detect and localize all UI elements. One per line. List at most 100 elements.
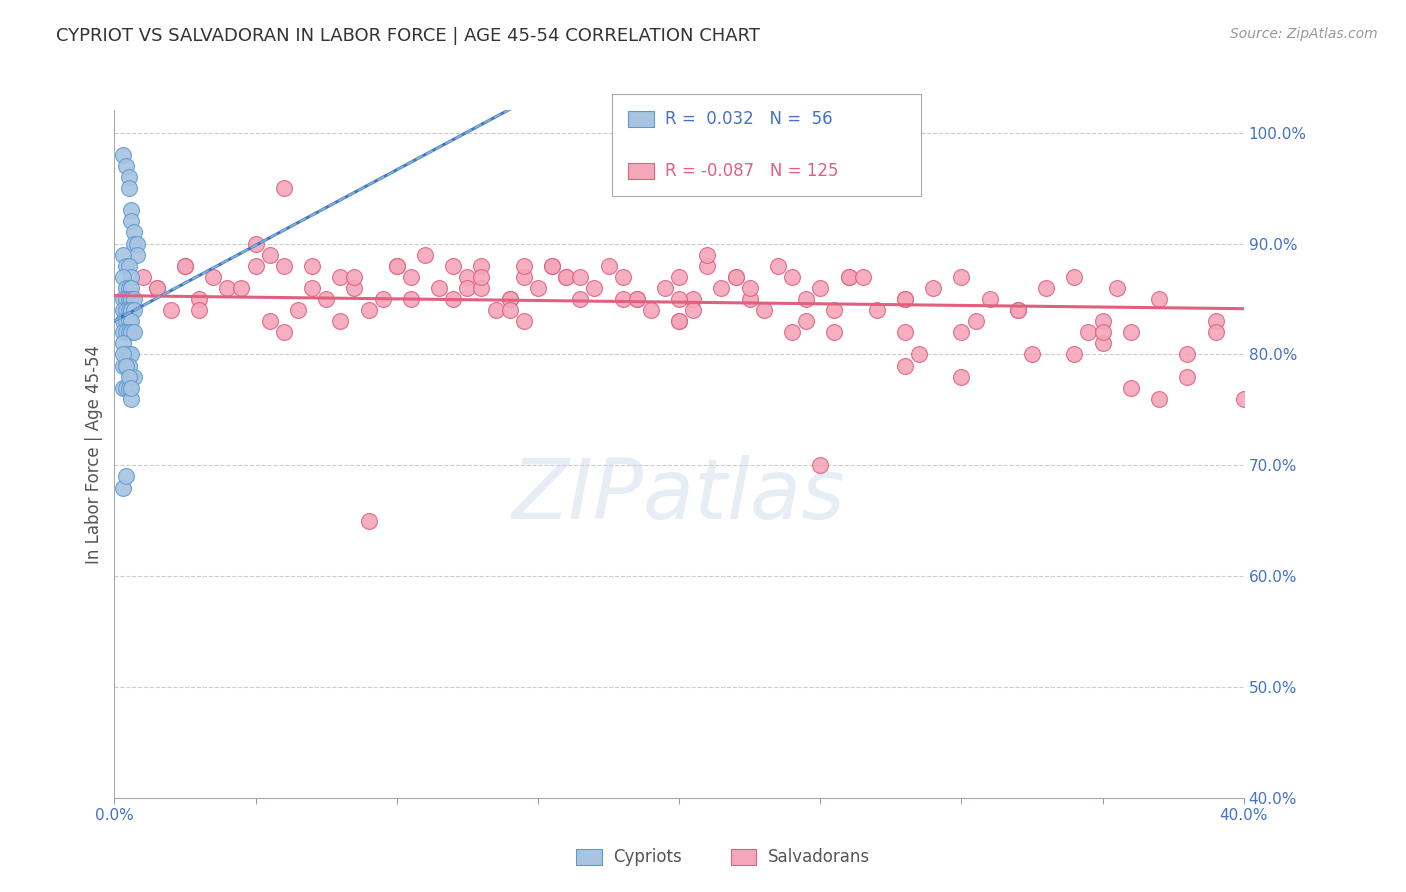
Point <box>1119 325 1142 339</box>
Point <box>231 281 253 295</box>
Point <box>343 269 366 284</box>
Point <box>315 292 337 306</box>
Point <box>120 369 142 384</box>
Point <box>125 247 148 261</box>
Point <box>125 236 148 251</box>
Point <box>117 325 139 339</box>
Point <box>114 259 136 273</box>
Point <box>413 247 436 261</box>
Point <box>470 259 492 273</box>
Point <box>120 347 142 361</box>
Point <box>120 314 142 328</box>
Point <box>427 281 450 295</box>
Point <box>1175 369 1198 384</box>
Point <box>668 314 690 328</box>
Point <box>668 269 690 284</box>
Point <box>1091 325 1114 339</box>
Point <box>357 303 380 318</box>
Point <box>1007 303 1029 318</box>
Point <box>273 181 295 195</box>
Point <box>120 214 142 228</box>
Point <box>245 259 267 273</box>
Point <box>329 314 352 328</box>
Point <box>696 247 718 261</box>
Point <box>202 269 225 284</box>
Y-axis label: In Labor Force | Age 45-54: In Labor Force | Age 45-54 <box>86 344 103 564</box>
Text: Source: ZipAtlas.com: Source: ZipAtlas.com <box>1230 27 1378 41</box>
Point <box>117 303 139 318</box>
Point <box>555 269 578 284</box>
Point <box>1205 325 1227 339</box>
Point <box>111 148 134 162</box>
Point <box>117 369 139 384</box>
Point <box>612 292 634 306</box>
Point <box>513 259 536 273</box>
Point <box>117 181 139 195</box>
Point <box>301 281 323 295</box>
Point <box>111 359 134 373</box>
Point <box>111 481 134 495</box>
Point <box>724 269 747 284</box>
Point <box>654 281 676 295</box>
Point <box>1007 303 1029 318</box>
Point <box>329 269 352 284</box>
Point <box>120 292 142 306</box>
Point <box>441 292 464 306</box>
Point <box>1091 336 1114 351</box>
Point <box>682 303 704 318</box>
Point <box>117 381 139 395</box>
Point <box>852 269 875 284</box>
Point <box>174 259 197 273</box>
Point <box>794 314 817 328</box>
Point <box>122 303 145 318</box>
Point <box>922 281 945 295</box>
Point <box>114 159 136 173</box>
Point <box>1233 392 1256 406</box>
Point <box>710 281 733 295</box>
Point <box>117 292 139 306</box>
Point <box>456 269 478 284</box>
Point <box>569 292 592 306</box>
Point <box>122 292 145 306</box>
Point <box>780 325 803 339</box>
Point <box>470 281 492 295</box>
Point <box>160 303 183 318</box>
Point <box>441 259 464 273</box>
Point <box>626 292 648 306</box>
Point <box>145 281 167 295</box>
Point <box>1205 314 1227 328</box>
Point <box>385 259 408 273</box>
Text: R = -0.087   N = 125: R = -0.087 N = 125 <box>665 161 838 179</box>
Text: ZIPatlas: ZIPatlas <box>512 455 846 536</box>
Point <box>114 381 136 395</box>
Point <box>569 269 592 284</box>
Point <box>837 269 859 284</box>
Point <box>456 281 478 295</box>
Point <box>120 325 142 339</box>
Point <box>950 325 973 339</box>
Point <box>188 303 211 318</box>
Point <box>555 269 578 284</box>
Point <box>117 347 139 361</box>
Point <box>752 303 775 318</box>
Point <box>399 269 422 284</box>
Point <box>780 269 803 284</box>
Point <box>950 269 973 284</box>
Point <box>122 369 145 384</box>
Point <box>114 359 136 373</box>
Point <box>114 359 136 373</box>
Text: R =  0.032   N =  56: R = 0.032 N = 56 <box>665 111 832 128</box>
Point <box>682 292 704 306</box>
Point <box>499 303 522 318</box>
Point <box>527 281 550 295</box>
Point <box>484 303 506 318</box>
Point <box>111 325 134 339</box>
Point <box>1147 292 1170 306</box>
Point <box>111 292 134 306</box>
Point <box>908 347 931 361</box>
Point <box>696 259 718 273</box>
Point <box>1021 347 1043 361</box>
Point <box>794 292 817 306</box>
Point <box>117 169 139 184</box>
Point <box>174 259 197 273</box>
